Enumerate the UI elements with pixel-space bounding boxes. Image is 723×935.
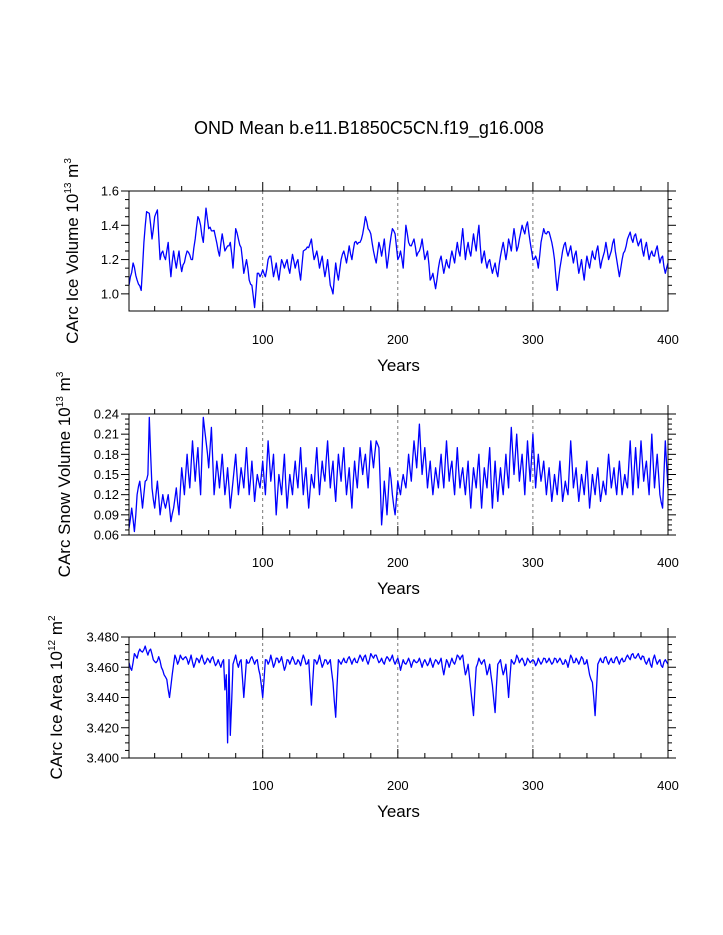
- plot-frame: [128, 190, 669, 312]
- y-tick-label: 0.09: [94, 507, 119, 522]
- data-line-ice-area: [128, 645, 669, 744]
- x-axis-label: Years: [377, 356, 420, 375]
- chart-ice-area: 3.400 3.420 3.440 3.460 3.480 100 200 300 400 Yea…: [47, 615, 679, 821]
- x-tick-label: 100: [252, 778, 274, 793]
- x-tick-label: 200: [387, 332, 409, 347]
- x-tick-label: 100: [252, 332, 274, 347]
- chart-ice-volume: 1.0 1.2 1.4 1.6 100 200 300 400 Years CArc Ice Vo…: [63, 158, 679, 375]
- x-tick-label: 400: [657, 555, 679, 570]
- panels: 1.0 1.2 1.4 1.6 100 200 300 400 Years CArc Ice Vo…: [47, 158, 679, 821]
- data-line-ice-volume: [128, 207, 669, 309]
- y-tick-label: 0.18: [94, 447, 119, 462]
- y-tick-label: 1.2: [101, 252, 119, 267]
- figure-title: OND Mean b.e11.B1850C5CN.f19_g16.008: [194, 118, 544, 139]
- x-tick-label: 400: [657, 332, 679, 347]
- y-tick-label: 3.440: [86, 690, 119, 705]
- y-tick-label: 3.400: [86, 751, 119, 766]
- data-line-snow-volume: [128, 416, 669, 533]
- y-tick-label: 0.06: [94, 528, 119, 543]
- y-axis-label: CArc Ice Area 1012 m2: [47, 615, 66, 780]
- x-tick-label: 200: [387, 778, 409, 793]
- y-tick-label: 1.6: [101, 184, 119, 199]
- plot-frame: [128, 636, 669, 759]
- y-axis-label: CArc Snow Volume 1013 m3: [55, 371, 74, 577]
- x-tick-label: 100: [252, 555, 274, 570]
- y-tick-label: 3.480: [86, 630, 119, 645]
- chart-snow-volume: 0.06 0.09 0.12 0.15 0.18 0.21 0.24 100 200 300 400…: [55, 371, 679, 598]
- x-tick-label: 300: [522, 332, 544, 347]
- y-tick-label: 1.4: [101, 218, 119, 233]
- x-tick-label: 200: [387, 555, 409, 570]
- x-tick-label: 300: [522, 778, 544, 793]
- x-tick-label: 300: [522, 555, 544, 570]
- y-tick-label: 3.460: [86, 660, 119, 675]
- y-tick-label: 0.24: [94, 407, 119, 422]
- y-tick-label: 3.420: [86, 720, 119, 735]
- x-axis-label: Years: [377, 579, 420, 598]
- y-tick-label: 0.21: [94, 427, 119, 442]
- y-tick-label: 1.0: [101, 286, 119, 301]
- y-axis-label: CArc Ice Volume 1013 m3: [63, 158, 82, 344]
- y-tick-label: 0.15: [94, 467, 119, 482]
- y-tick-label: 0.12: [94, 487, 119, 502]
- x-tick-label: 400: [657, 778, 679, 793]
- x-axis-label: Years: [377, 802, 420, 821]
